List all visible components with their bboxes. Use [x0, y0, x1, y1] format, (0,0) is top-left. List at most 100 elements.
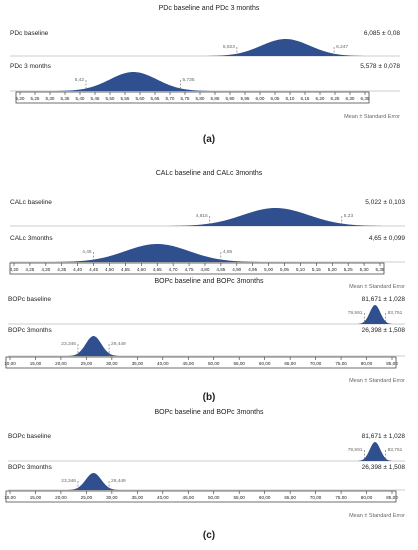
x-tick-label: 4,25 — [25, 267, 34, 272]
upper-bound-label: 83,751 — [388, 447, 403, 453]
x-tick-label: 75,00 — [335, 495, 347, 500]
x-tick-label: 20,00 — [55, 361, 67, 366]
series-value-label: 4,65 ± 0,099 — [369, 235, 405, 242]
series-followup: PDc 3 months 5,578 ± 0,078 5,42 5,735 — [10, 63, 400, 92]
x-axis: 10,00 15,00 20,00 25,00 30,00 35,00 40,00 45,00… — [4, 356, 398, 369]
x-tick-label: 80,00 — [361, 361, 373, 366]
lower-bound-label: 79,591 — [348, 447, 363, 453]
x-tick-label: 55,00 — [233, 495, 245, 500]
x-tick-label: 35,00 — [132, 361, 144, 366]
x-tick-label: 4,40 — [73, 267, 82, 272]
x-tick-label: 6,20 — [316, 96, 325, 101]
chart-panel-4: BOPc baseline and BOPc 3months BOPc basel… — [4, 409, 405, 541]
x-tick-label: 6,15 — [301, 96, 310, 101]
density-area — [68, 336, 119, 356]
series-followup: BOPc 3months 26,398 ± 1,508 23,346 29,449 — [8, 327, 406, 357]
series-value-label: 5,022 ± 0,103 — [365, 199, 405, 206]
x-tick-label: 5,95 — [241, 96, 250, 101]
x-tick-label: 5,25 — [31, 96, 40, 101]
x-tick-label: 5,00 — [264, 267, 273, 272]
density-area — [55, 244, 260, 262]
x-tick-label: 40,00 — [157, 495, 169, 500]
x-tick-label: 65,00 — [284, 361, 296, 366]
series-value-label: 26,398 ± 1,508 — [362, 327, 406, 334]
x-tick-label: 4,45 — [89, 267, 98, 272]
x-tick-label: 15,00 — [30, 495, 42, 500]
x-tick-label: 5,30 — [46, 96, 55, 101]
series-name: BOPc 3months — [8, 327, 52, 334]
panel-label: (b) — [203, 392, 216, 403]
series-baseline: CALc baseline 5,022 ± 0,103 4,815 5,23 — [10, 199, 405, 227]
x-tick-label: 5,05 — [280, 267, 289, 272]
x-tick-label: 6,00 — [256, 96, 265, 101]
x-tick-label: 5,15 — [312, 267, 321, 272]
x-tick-label: 5,60 — [136, 96, 145, 101]
x-tick-label: 40,00 — [157, 361, 169, 366]
upper-bound-label: 5,23 — [344, 213, 354, 219]
footer-note: Mean ± Standard Error — [349, 284, 405, 290]
x-axis-box — [9, 262, 385, 275]
x-tick-label: 55,00 — [233, 361, 245, 366]
x-tick-label: 5,45 — [91, 96, 100, 101]
x-tick-label: 5,85 — [211, 96, 220, 101]
chart-panel-2: CALc baseline and CALc 3months CALc basel… — [10, 170, 406, 290]
series-value-label: 81,671 ± 1,028 — [362, 433, 406, 440]
footer-note: Mean ± Standard Error — [344, 114, 400, 120]
x-tick-label: 5,80 — [196, 96, 205, 101]
x-tick-label: 4,70 — [169, 267, 178, 272]
x-tick-label: 5,25 — [344, 267, 353, 272]
series-name: BOPc baseline — [8, 296, 51, 303]
x-tick-label: 4,95 — [248, 267, 257, 272]
x-tick-label: 10,00 — [4, 361, 16, 366]
x-tick-label: 5,20 — [16, 96, 25, 101]
chart-title: BOPc baseline and BOPc 3months — [155, 409, 264, 416]
x-tick-label: 60,00 — [259, 361, 271, 366]
lower-bound-label: 5,923 — [223, 44, 235, 50]
series-value-label: 26,398 ± 1,508 — [362, 464, 406, 471]
series-name: PDc 3 months — [10, 63, 52, 70]
x-tick-label: 5,40 — [76, 96, 85, 101]
x-tick-label: 5,90 — [226, 96, 235, 101]
series-baseline: BOPc baseline 81,671 ± 1,028 79,591 83,751 — [8, 296, 405, 325]
x-tick-label: 4,50 — [105, 267, 114, 272]
x-tick-label: 4,85 — [216, 267, 225, 272]
x-tick-label: 6,05 — [271, 96, 280, 101]
series-name: PDc baseline — [10, 30, 49, 37]
x-axis-box — [5, 490, 397, 503]
x-tick-label: 85,00 — [386, 495, 398, 500]
x-tick-label: 80,00 — [361, 495, 373, 500]
series-followup: BOPc 3months 26,398 ± 1,508 23,346 29,449 — [8, 464, 406, 491]
x-tick-label: 5,30 — [360, 267, 369, 272]
x-tick-label: 5,55 — [121, 96, 130, 101]
footer-note: Mean ± Standard Error — [349, 378, 405, 384]
x-tick-label: 30,00 — [106, 495, 118, 500]
x-tick-label: 4,30 — [41, 267, 50, 272]
x-tick-label: 5,35 — [376, 267, 385, 272]
series-name: BOPc baseline — [8, 433, 51, 440]
series-name: CALc 3months — [10, 235, 53, 242]
series-value-label: 5,578 ± 0,078 — [360, 63, 400, 70]
x-tick-label: 70,00 — [310, 361, 322, 366]
chart-title: PDc baseline and PDc 3 months — [159, 5, 260, 12]
x-tick-label: 25,00 — [81, 361, 93, 366]
x-tick-label: 10,00 — [4, 495, 16, 500]
x-tick-label: 6,25 — [331, 96, 340, 101]
chart-panel-1: PDc baseline and PDc 3 months PDc baselin… — [10, 5, 400, 145]
lower-bound-label: 5,42 — [75, 77, 85, 83]
density-area — [358, 305, 392, 324]
x-tick-label: 6,30 — [346, 96, 355, 101]
series-name: BOPc 3months — [8, 464, 52, 471]
x-tick-label: 4,80 — [200, 267, 209, 272]
series-name: CALc baseline — [10, 199, 52, 206]
x-axis: 10,00 15,00 20,00 25,00 30,00 35,00 40,00 45,00… — [4, 490, 398, 503]
density-area — [207, 39, 364, 56]
x-tick-label: 5,20 — [328, 267, 337, 272]
density-area — [68, 473, 119, 490]
x-tick-label: 65,00 — [284, 495, 296, 500]
upper-bound-label: 5,735 — [183, 77, 195, 83]
x-tick-label: 60,00 — [259, 495, 271, 500]
x-tick-label: 50,00 — [208, 495, 220, 500]
footer-note: Mean ± Standard Error — [349, 513, 405, 519]
series-followup: CALc 3months 4,65 ± 0,099 4,45 4,85 — [10, 235, 405, 263]
